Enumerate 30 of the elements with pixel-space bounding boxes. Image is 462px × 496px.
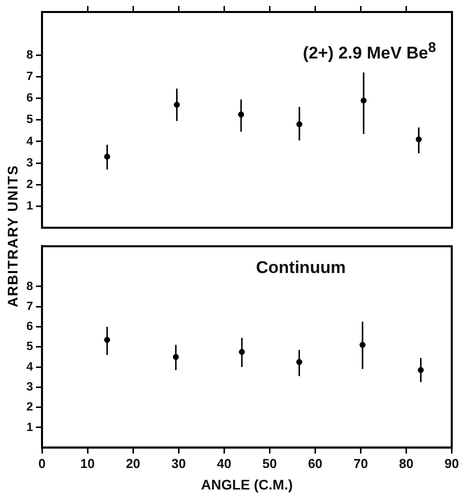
y-tick-label: 3 [26, 155, 34, 170]
y-tick-label: 5 [26, 112, 34, 126]
y-axis-title: ARBITRARY UNITS [4, 164, 20, 308]
x-tick-label: 50 [262, 456, 277, 471]
x-tick-label: 30 [171, 456, 186, 471]
x-tick-label: 10 [80, 456, 95, 471]
y-tick-label: 7 [26, 298, 34, 313]
y-tick-label: 3 [26, 379, 34, 394]
y-tick-label: 6 [26, 319, 34, 334]
y-tick-label: 7 [26, 69, 34, 84]
x-tick-label: 60 [308, 456, 322, 471]
annotation: Continuum [256, 258, 346, 278]
y-tick-label: 1 [26, 198, 34, 213]
x-tick-label: 40 [216, 456, 232, 471]
y-tick-label: 8 [26, 278, 34, 293]
y-tick-label: 2 [26, 400, 34, 414]
y-tick-label: 4 [26, 134, 34, 148]
y-tick-label: 5 [26, 339, 34, 354]
x-tick-label: 80 [399, 456, 414, 471]
y-tick-label: 8 [26, 47, 34, 62]
x-tick-label: 70 [353, 456, 368, 471]
annotation: (2+) 2.9 MeV Be$^{8}$ [302, 40, 436, 64]
y-tick-label: 2 [26, 176, 34, 191]
x-tick-label: 90 [444, 456, 460, 471]
x-axis-title: ANGLE (C.M.) [201, 476, 293, 492]
x-tick-label: 0 [38, 456, 46, 471]
x-tick-label: 20 [126, 456, 140, 471]
y-tick-label: 1 [26, 420, 34, 434]
y-tick-label: 6 [26, 90, 34, 105]
y-tick-label: 4 [26, 359, 34, 374]
